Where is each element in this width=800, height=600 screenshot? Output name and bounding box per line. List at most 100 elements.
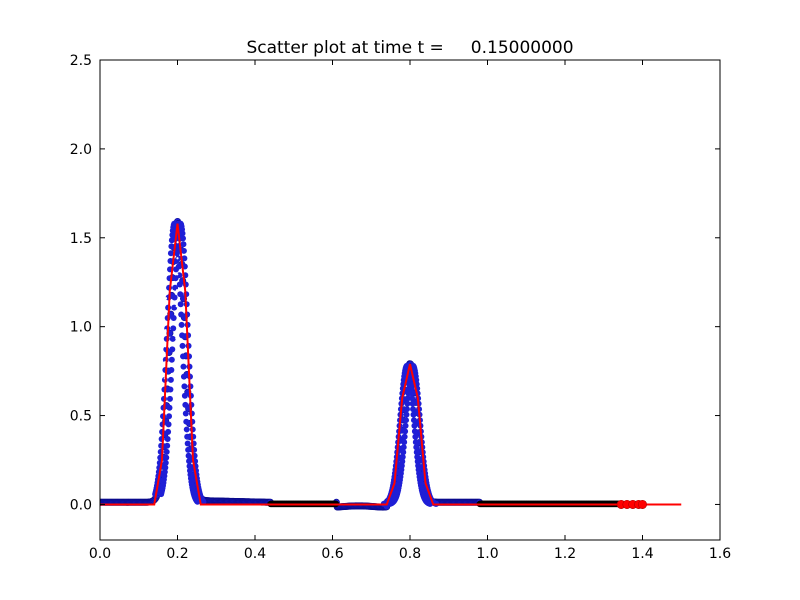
scatter-point — [403, 417, 410, 424]
scatter-point — [409, 400, 416, 407]
scatter-point — [407, 381, 414, 388]
scatter-point — [185, 452, 192, 459]
scatter-point — [177, 291, 184, 298]
scatter-point — [168, 366, 175, 373]
y-tick-label: 2.5 — [70, 53, 92, 69]
scatter-point — [413, 444, 420, 451]
scatter-point — [174, 247, 181, 254]
scatter-point — [408, 385, 415, 392]
scatter-point — [180, 241, 187, 248]
scatter-point — [186, 458, 193, 465]
scatter-point — [165, 421, 172, 428]
scatter-point — [402, 428, 409, 435]
scatter-point — [399, 453, 406, 460]
plot-area — [100, 217, 682, 511]
x-tick-label: 0.0 — [89, 546, 111, 562]
scatter-point — [175, 263, 182, 270]
scatter-point — [172, 284, 179, 291]
scatter-point — [180, 363, 187, 370]
scatter-point — [183, 426, 190, 433]
scatter-point — [175, 305, 178, 308]
scatter-point — [167, 376, 174, 383]
scatter-point — [402, 422, 409, 429]
scatter-point — [171, 294, 178, 301]
scatter-point — [166, 395, 173, 402]
axes: 0.0 0.2 0.4 0.6 0.8 1.0 1.2 1.4 1.6 0.0 0.5 1.0 1.5 2… — [70, 53, 731, 562]
scatter-point — [410, 417, 417, 424]
scatter-point — [194, 498, 201, 505]
scatter-point — [164, 442, 171, 449]
scatter-point — [409, 395, 416, 402]
scatter-point — [167, 257, 174, 264]
scatter-point — [162, 459, 169, 466]
scatter-point — [169, 346, 176, 353]
scatter-point — [411, 428, 418, 435]
scatter-point — [169, 335, 176, 342]
scatter-point — [166, 404, 173, 411]
scatter-point — [166, 413, 173, 420]
scatter-point — [410, 406, 417, 413]
y-tick-label: 0.0 — [70, 497, 92, 513]
scatter-point — [165, 265, 168, 268]
scatter-point — [200, 498, 207, 505]
scatter-point — [179, 332, 186, 339]
scatter-point — [175, 289, 179, 292]
y-tick-label: 1.5 — [70, 231, 92, 247]
scatter-point — [404, 395, 411, 402]
scatter-point — [163, 448, 170, 455]
scatter-point — [186, 463, 193, 470]
scatter-point — [185, 446, 192, 453]
scatter-point — [168, 243, 175, 250]
scatter-point — [174, 401, 177, 404]
scatter-point — [179, 235, 186, 242]
chart-title: Scatter plot at time t = 0.15000000 — [246, 38, 573, 58]
scatter-point — [399, 458, 406, 465]
scatter-point — [182, 401, 189, 408]
scatter-point — [170, 325, 177, 332]
scatter-point — [174, 369, 177, 372]
scatter-point — [181, 383, 188, 390]
red-line-series — [100, 223, 682, 506]
scatter-point — [174, 417, 177, 420]
scatter-point — [178, 311, 185, 318]
scatter-point — [164, 329, 167, 332]
red-point — [637, 499, 647, 509]
scatter-point — [170, 314, 177, 321]
x-tick-label: 1.4 — [631, 546, 653, 562]
scatter-point — [414, 453, 421, 460]
scatter-point — [408, 390, 415, 397]
scatter-point — [403, 406, 410, 413]
x-tick-label: 1.0 — [476, 546, 498, 562]
scatter-point — [164, 313, 167, 316]
scatter-point — [173, 433, 176, 436]
y-tick-label: 2.0 — [70, 142, 92, 158]
scatter-point — [183, 418, 190, 425]
scatter-point — [174, 385, 177, 388]
scatter-point — [181, 392, 188, 399]
plot-marks — [100, 217, 682, 511]
scatter-point — [412, 439, 419, 446]
scatter-point — [401, 439, 408, 446]
scatter-point — [167, 386, 174, 393]
scatter-point — [413, 449, 420, 456]
scatter-point — [182, 410, 189, 417]
scatter-point — [180, 373, 187, 380]
scatter-point — [167, 250, 174, 257]
scatter-point — [168, 356, 175, 363]
x-tick-label: 1.6 — [709, 546, 731, 562]
scatter-point — [403, 411, 410, 418]
y-tick-label: 0.5 — [70, 409, 92, 425]
scatter-point — [176, 241, 179, 244]
scatter-point — [176, 273, 179, 276]
scatter-point — [412, 433, 419, 440]
scatter-point — [176, 281, 183, 288]
scatter-point — [178, 321, 185, 328]
scatter-point — [174, 353, 178, 356]
scatter-point — [401, 433, 408, 440]
scatter-point — [164, 436, 171, 443]
scatter-point — [161, 468, 168, 475]
x-tick-label: 0.2 — [166, 546, 188, 562]
x-tick-label: 0.6 — [321, 546, 343, 562]
scatter-point — [184, 440, 191, 447]
